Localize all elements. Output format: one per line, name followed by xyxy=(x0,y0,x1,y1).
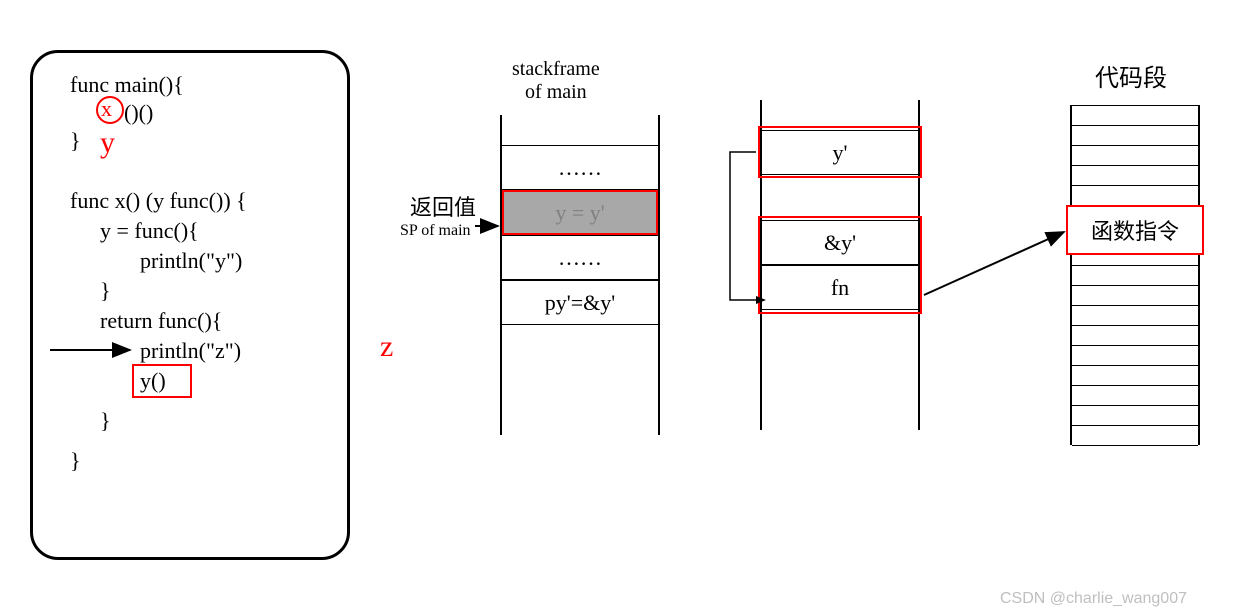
code-line: y = func(){ xyxy=(100,218,199,244)
code-line: } xyxy=(100,278,111,304)
stack2-bracket xyxy=(730,152,756,300)
code-line: } xyxy=(70,128,81,154)
watermark: CSDN @charlie_wang007 xyxy=(1000,590,1187,608)
code-segment-row xyxy=(1072,145,1198,165)
x-circle xyxy=(96,96,124,124)
code-line: func main(){ xyxy=(70,72,184,98)
code-segment-row xyxy=(1072,405,1198,425)
y-annotation: y xyxy=(100,126,115,160)
code-segment-row xyxy=(1072,285,1198,305)
stack1-cell: py'=&y' xyxy=(502,280,658,325)
code-segment-row xyxy=(1072,385,1198,405)
code-segment-title: 代码段 xyxy=(1095,58,1167,93)
code-segment-row xyxy=(1072,165,1198,185)
code-segment-row xyxy=(1072,305,1198,325)
stack2: y' &y' fn xyxy=(760,100,920,430)
code-segment-row xyxy=(1072,105,1198,125)
code-box xyxy=(30,50,350,560)
code-line: println("y") xyxy=(140,248,242,274)
sp-of-main-label: SP of main xyxy=(400,222,471,240)
func-instruction-label: 函数指令 xyxy=(1091,214,1179,246)
stack1: …… y = y' …… py'=&y' xyxy=(500,115,660,435)
code-line: ()() xyxy=(124,100,153,126)
return-value-label: 返回值 xyxy=(410,190,476,222)
code-line: func x() (y func()) { xyxy=(70,188,247,214)
cell-text: y = y' xyxy=(555,200,604,226)
code-segment-row xyxy=(1072,345,1198,365)
code-segment-row xyxy=(1072,425,1198,445)
code-line: } xyxy=(70,448,81,474)
code-segment-row xyxy=(1072,185,1198,205)
code-segment-row xyxy=(1072,365,1198,385)
cell-text: …… xyxy=(558,155,602,181)
code-line: println("z") xyxy=(140,338,241,364)
y-call-box xyxy=(132,364,192,398)
z-annotation: z xyxy=(380,330,393,364)
stack1-cell: …… xyxy=(502,235,658,280)
stack2-redbox-closure xyxy=(758,216,922,314)
code-line: } xyxy=(100,408,111,434)
code-segment-row xyxy=(1072,325,1198,345)
code-line: return func(){ xyxy=(100,308,222,334)
cell-text: …… xyxy=(558,245,602,271)
code-segment-row xyxy=(1072,265,1198,285)
stack1-cell: …… xyxy=(502,145,658,190)
stack1-title: stackframe of main xyxy=(512,58,600,104)
stack2-redbox-y xyxy=(758,126,922,178)
code-segment-row xyxy=(1072,125,1198,145)
stack1-cell-highlight: y = y' xyxy=(502,190,658,235)
cell-text: py'=&y' xyxy=(545,290,615,316)
code-segment-redbox: 函数指令 xyxy=(1066,205,1204,255)
arrow-fn-to-code xyxy=(924,232,1064,295)
code-segment xyxy=(1070,105,1200,445)
